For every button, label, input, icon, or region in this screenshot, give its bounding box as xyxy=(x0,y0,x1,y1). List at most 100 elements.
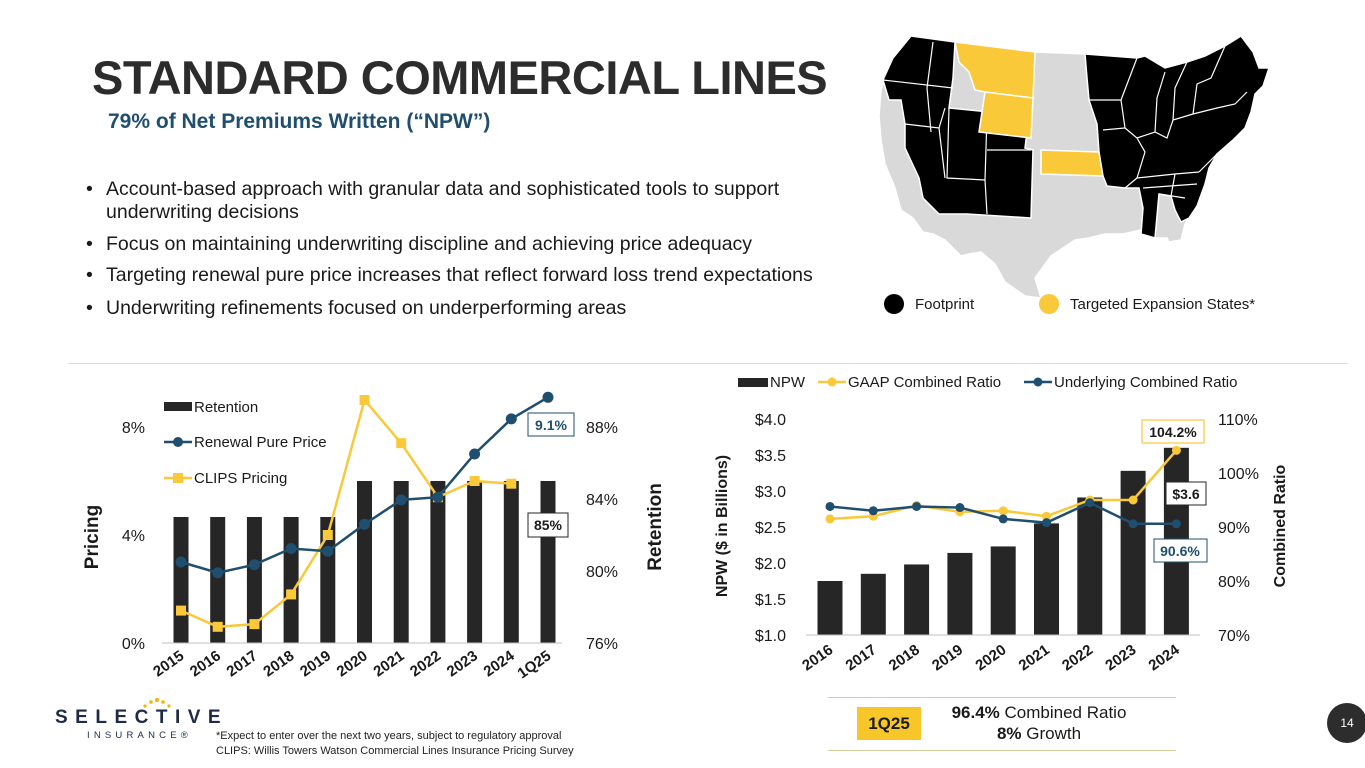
logo-dot xyxy=(149,700,153,704)
right-y-tick-label: $3.0 xyxy=(755,484,786,501)
left-x-tick-label: 2022 xyxy=(407,647,444,680)
left-y2-tick-label: 84% xyxy=(586,492,618,509)
renewal-pure-price-markers xyxy=(175,391,554,579)
left-y2-tick-label: 80% xyxy=(586,564,618,581)
legend-retention-label: Retention xyxy=(194,399,258,416)
right-y-tick-label: $4.0 xyxy=(755,412,786,429)
right-x-tick-label: 2020 xyxy=(972,641,1009,674)
retention-bar xyxy=(210,517,226,643)
summary-badge: 1Q25 xyxy=(857,707,921,740)
gaap-callout-box xyxy=(1141,419,1205,444)
logo-dot xyxy=(167,704,171,708)
underlying-combined-ratio-point xyxy=(1171,519,1181,529)
left-x-tick-label: 2015 xyxy=(150,647,187,680)
npw-callout-box xyxy=(1165,481,1207,506)
q1-summary-box: 1Q25 96.4% Combined Ratio 8% Growth xyxy=(828,697,1176,751)
npw-bar xyxy=(1120,470,1146,635)
clips-pricing-point xyxy=(506,478,517,489)
legend-expansion-label: Targeted Expansion States* xyxy=(1070,296,1255,313)
clips-pricing-point xyxy=(396,438,407,449)
gaap-combined-ratio-point xyxy=(1042,511,1051,521)
retention-bar xyxy=(357,481,372,643)
retention-bar xyxy=(173,517,189,643)
underlying-callout-box xyxy=(1153,538,1208,563)
pure-price-callout-box xyxy=(527,412,575,437)
summary-combined-ratio-label: Combined Ratio xyxy=(999,703,1127,722)
clips-pricing-point xyxy=(322,530,333,540)
underlying-combined-ratio-point xyxy=(868,506,878,516)
left-x-tick-label: 2020 xyxy=(334,647,371,680)
clips-pricing-point xyxy=(249,619,260,630)
underlying-combined-ratio-markers xyxy=(825,498,1181,529)
renewal-pure-price-point xyxy=(542,391,554,403)
left-x-tick-labels: 2015 2016 2017 2018 2019 2020 2021 2022 2023 2024… xyxy=(150,647,554,682)
summary-growth-value: 8% xyxy=(996,724,1022,743)
retention-callout-box xyxy=(527,512,569,538)
left-legend: Retention Renewal Pure Price CLIPS Prici… xyxy=(164,399,327,487)
clips-pricing-line xyxy=(180,397,512,629)
legend-pure-price-marker xyxy=(173,437,183,447)
underlying-combined-ratio-point xyxy=(1085,498,1095,508)
right-x-tick-label: 2022 xyxy=(1059,641,1096,674)
map-state-lines-west xyxy=(882,41,1031,215)
retention-bar xyxy=(467,481,483,643)
legend-underlying-label: Underlying Combined Ratio xyxy=(1054,374,1237,391)
underlying-combined-ratio-point xyxy=(998,514,1008,524)
footnote-line: CLIPS: Willis Towers Watson Commercial L… xyxy=(216,745,574,757)
npw-callout: $3.6 xyxy=(1165,481,1207,506)
summary-growth: 8% Growth xyxy=(934,723,1144,744)
bullet-item: Account-based approach with granular dat… xyxy=(86,178,826,224)
legend-npw-label: NPW xyxy=(770,374,806,391)
legend-underlying-marker xyxy=(1033,377,1043,387)
us-footprint-map: Footprint Targeted Expansion States* xyxy=(878,34,1271,314)
legend-gaap-label: GAAP Combined Ratio xyxy=(848,374,1001,391)
bullet-item: Targeting renewal pure price increases t… xyxy=(86,264,816,287)
retention-bar xyxy=(540,481,556,643)
footnote-line: *Expect to enter over the next two years… xyxy=(216,730,562,742)
right-y2-axis-title: Combined Ratio xyxy=(1272,464,1289,587)
page-subtitle: 79% of Net Premiums Written (“NPW”) xyxy=(108,110,491,133)
renewal-pure-price-point xyxy=(469,448,481,460)
right-y-tick-label: $2.0 xyxy=(755,556,786,573)
left-x-tick-label: 2016 xyxy=(187,647,224,680)
right-y-tick-labels: $1.0 $1.5 $2.0 $2.5 $3.0 $3.5 $4.0 xyxy=(755,412,786,645)
right-y2-tick-label: 70% xyxy=(1218,628,1250,645)
summary-text: 96.4% Combined Ratio 8% Growth xyxy=(934,702,1144,744)
right-y-tick-label: $1.0 xyxy=(755,628,786,645)
gaap-combined-ratio-point xyxy=(825,514,835,524)
retention-callout: 85% xyxy=(527,512,569,538)
legend-pure-price-label: Renewal Pure Price xyxy=(194,434,327,451)
left-x-tick-label: 2019 xyxy=(297,647,334,680)
npw-combined-ratio-chart: NPW GAAP Combined Ratio Underlying Combi… xyxy=(714,374,1289,674)
right-y2-tick-label: 90% xyxy=(1218,520,1250,537)
npw-bar xyxy=(904,564,930,635)
clips-pricing-point xyxy=(212,621,223,632)
legend-clips-label: CLIPS Pricing xyxy=(194,470,287,487)
right-y2-tick-labels: 70% 80% 90% 100% 110% xyxy=(1218,412,1259,645)
npw-bar xyxy=(947,552,973,635)
map-expansion-wyoming xyxy=(978,91,1034,139)
renewal-pure-price-point xyxy=(285,543,297,554)
left-x-tick-label: 1Q25 xyxy=(514,647,554,682)
legend-retention-swatch xyxy=(164,402,192,411)
retention-bar xyxy=(283,517,299,643)
renewal-pure-price-point xyxy=(248,559,260,571)
pricing-retention-chart: Retention Renewal Pure Price CLIPS Prici… xyxy=(82,391,666,682)
right-y-tick-label: $1.5 xyxy=(755,592,786,609)
page-number: 14 xyxy=(1327,703,1365,743)
underlying-callout-text: 90.6% xyxy=(1160,543,1200,559)
retention-callout-text: 85% xyxy=(534,517,563,533)
legend-npw-swatch xyxy=(738,378,768,387)
pure-price-callout: 9.1% xyxy=(527,412,575,437)
renewal-pure-price-point xyxy=(212,567,224,579)
summary-combined-ratio-value: 96.4% xyxy=(951,703,1000,722)
legend-clips-marker xyxy=(173,473,183,483)
left-y2-axis-title: Retention xyxy=(645,483,666,571)
clips-pricing-point xyxy=(469,476,480,486)
logo-dot xyxy=(143,704,147,708)
logo-dot xyxy=(155,698,159,702)
underlying-combined-ratio-point xyxy=(825,501,835,511)
map-expansion-montana xyxy=(954,41,1036,99)
right-y2-tick-label: 100% xyxy=(1218,466,1259,483)
right-y2-tick-label: 80% xyxy=(1218,574,1250,591)
